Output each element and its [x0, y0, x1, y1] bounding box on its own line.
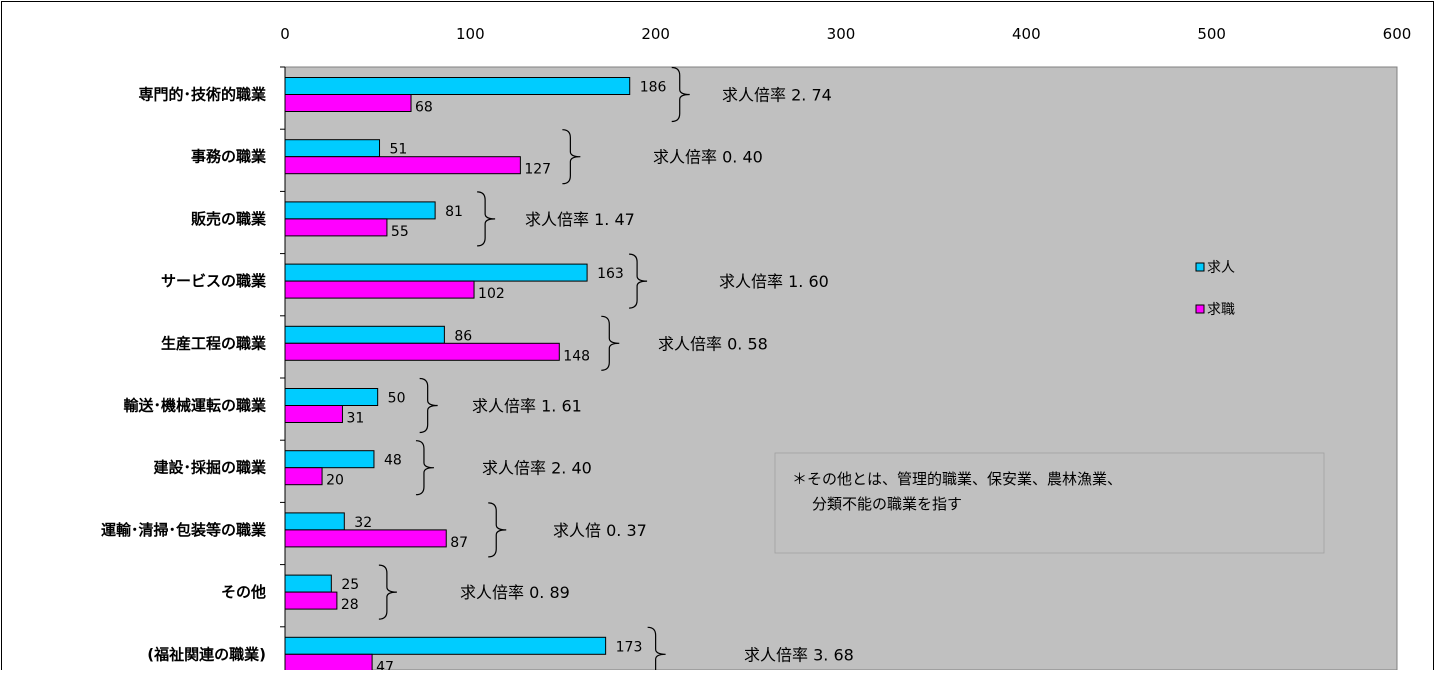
bar-kyushoku	[284, 280, 475, 299]
data-label-kyujin: 81	[445, 204, 463, 220]
category-label: サービスの職業	[161, 272, 267, 290]
ratio-annotation: 求人倍率 1. 61	[472, 397, 582, 416]
x-tick-label: 400	[1012, 25, 1041, 43]
data-label-kyushoku: 68	[415, 100, 433, 116]
category-label: (福祉関連の職業)	[147, 645, 266, 663]
data-label-kyujin: 163	[597, 266, 624, 282]
data-label-kyushoku: 102	[478, 286, 505, 302]
x-tick-label: 500	[1197, 25, 1226, 43]
data-label-kyushoku: 20	[326, 473, 344, 489]
category-label: 運輸･清掃･包装等の職業	[101, 521, 267, 539]
data-label-kyujin: 48	[384, 453, 402, 469]
bar-kyushoku	[284, 342, 560, 361]
legend-box	[1183, 245, 1283, 342]
data-label-kyushoku: 127	[524, 162, 551, 178]
data-label-kyushoku: 28	[341, 597, 359, 613]
data-label-kyushoku: 31	[346, 411, 364, 427]
data-label-kyujin: 51	[390, 142, 408, 158]
ratio-annotation: 求人倍率 0. 58	[658, 334, 768, 353]
data-label-kyujin: 173	[616, 639, 643, 655]
ratio-annotation: 求人倍率 0. 40	[653, 148, 763, 167]
data-label-kyujin: 32	[354, 515, 372, 531]
bracket	[477, 191, 496, 247]
data-label-kyushoku: 55	[391, 224, 409, 240]
ratio-annotation: 求人倍率 0. 89	[460, 583, 570, 602]
bar-kyushoku	[284, 156, 521, 175]
category-label: 生産工程の職業	[161, 334, 267, 352]
bar-kyushoku	[284, 94, 412, 112]
ratio-annotation: 求人倍率 3. 68	[744, 645, 854, 664]
bar-kyujin	[284, 450, 375, 469]
note-line-1: ＊その他とは、管理的職業、保安業、農林漁業、	[792, 470, 1122, 488]
ratio-annotation: 求人倍率 1. 47	[525, 210, 635, 229]
bracket	[562, 129, 581, 185]
ratio-annotation: 求人倍率 2. 74	[722, 86, 832, 105]
bar-kyujin	[284, 512, 345, 531]
legend-label: 求人	[1207, 260, 1235, 276]
legend-swatch	[1195, 304, 1205, 314]
ratio-annotation: 求人倍率 1. 60	[719, 272, 829, 291]
category-label: 販売の職業	[191, 210, 267, 228]
x-tick-label: 200	[641, 25, 670, 43]
bracket	[671, 66, 690, 123]
category-label: 事務の職業	[191, 148, 267, 166]
category-label: 専門的･技術的職業	[138, 86, 267, 104]
bar-kyushoku	[284, 529, 447, 548]
ratio-annotation: 求人倍率 2. 40	[482, 459, 592, 478]
bracket	[488, 502, 507, 558]
bar-kyujin	[284, 388, 379, 406]
note-line-2: 分類不能の職業を指す	[812, 495, 962, 513]
category-label: その他	[221, 583, 266, 601]
bracket	[415, 440, 434, 496]
bar-kyushoku	[284, 653, 373, 672]
bar-kyujin	[284, 636, 607, 655]
bar-kyujin	[284, 201, 436, 220]
data-label-kyujin: 50	[388, 391, 406, 407]
bar-kyujin	[284, 77, 631, 95]
data-label-kyujin: 186	[640, 80, 667, 96]
bar-kyujin	[284, 139, 381, 158]
bar-kyujin	[284, 325, 445, 344]
bar-kyujin	[284, 574, 332, 593]
bar-kyushoku	[284, 467, 323, 486]
x-tick-label: 100	[456, 25, 485, 43]
bar-kyushoku	[284, 218, 388, 237]
category-label: 建設･採掘の職業	[153, 459, 267, 477]
data-label-kyujin: 86	[454, 328, 472, 344]
x-tick-label: 600	[1383, 25, 1412, 43]
data-label-kyushoku: 87	[450, 535, 468, 551]
bracket	[378, 564, 397, 620]
legend-label: 求職	[1207, 302, 1235, 318]
legend-swatch	[1195, 262, 1205, 272]
ratio-annotation: 求人倍 0. 37	[553, 521, 647, 540]
bar-kyushoku	[284, 405, 343, 423]
bar-kyujin	[284, 263, 588, 282]
bar-kyushoku	[284, 591, 338, 610]
category-label: 輸送･機械運転の職業	[123, 397, 267, 415]
data-label-kyushoku: 148	[563, 348, 590, 364]
data-label-kyujin: 25	[341, 577, 359, 593]
data-label-kyushoku: 47	[376, 659, 394, 670]
x-tick-label: 0	[280, 25, 290, 43]
bracket	[601, 315, 620, 371]
note-box	[774, 452, 1325, 554]
bracket	[629, 253, 648, 309]
x-tick-label: 300	[827, 25, 856, 43]
